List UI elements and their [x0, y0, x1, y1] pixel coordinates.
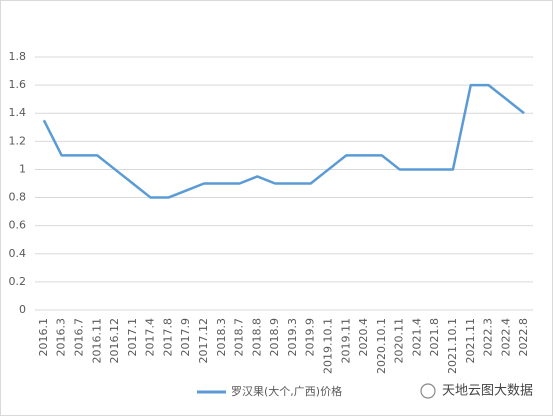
x-tick-label: 2021.10.1 [446, 318, 459, 374]
x-tick-label: 2017.12 [197, 318, 210, 364]
x-tick-label: 2016.1 [37, 318, 50, 357]
x-tick-label: 2018.8 [250, 318, 263, 357]
x-tick-label: 2018.3 [215, 318, 228, 357]
series-line [42, 83, 525, 199]
y-tick-label: 1 [19, 162, 26, 175]
watermark: 天地云图大数据 [442, 384, 533, 399]
x-tick-label: 2018.9 [268, 318, 281, 357]
y-tick-label: 0 [19, 303, 26, 316]
y-tick-label: 0.8 [9, 191, 27, 204]
x-tick-label: 2019.3 [286, 318, 299, 357]
x-tick-label: 2016.12 [108, 318, 121, 364]
x-tick-label: 2016.11 [90, 318, 103, 364]
x-tick-label: 2021.11 [464, 318, 477, 364]
watermark-icon [420, 383, 436, 399]
x-tick-label: 2020.10.1 [375, 318, 388, 374]
x-tick-label: 2017.8 [161, 318, 174, 357]
x-tick-label: 2019.11 [339, 318, 352, 364]
y-tick-label: 0.2 [9, 275, 27, 288]
x-tick-label: 2017.9 [179, 318, 192, 357]
y-tick-label: 0.4 [9, 247, 27, 260]
x-tick-label: 2020.11 [393, 318, 406, 364]
x-tick-label: 2017.1 [126, 318, 139, 357]
x-tick-label: 2021.8 [428, 318, 441, 357]
x-tick-label: 2016.7 [72, 318, 85, 357]
x-tick-label: 2017.4 [144, 318, 157, 357]
legend-label: 罗汉果(大个,广西)价格 [231, 384, 342, 398]
x-tick-label: 2020.4 [357, 318, 370, 357]
y-tick-label: 1.4 [9, 106, 27, 119]
x-tick-label: 2016.3 [55, 318, 68, 357]
x-tick-label: 2021.4 [410, 318, 423, 357]
y-tick-label: 1.8 [9, 50, 27, 63]
y-tick-label: 1.2 [9, 134, 27, 147]
x-tick-label: 2019.10.1 [321, 318, 334, 374]
y-tick-label: 0.6 [9, 219, 27, 232]
x-tick-label: 2019.9 [304, 318, 317, 357]
x-tick-label: 2022.8 [517, 318, 530, 357]
y-tick-label: 1.6 [9, 78, 27, 91]
x-tick-label: 2022.4 [499, 318, 512, 357]
x-tick-label: 2018.7 [233, 318, 246, 357]
x-tick-label: 2022.3 [482, 318, 495, 357]
